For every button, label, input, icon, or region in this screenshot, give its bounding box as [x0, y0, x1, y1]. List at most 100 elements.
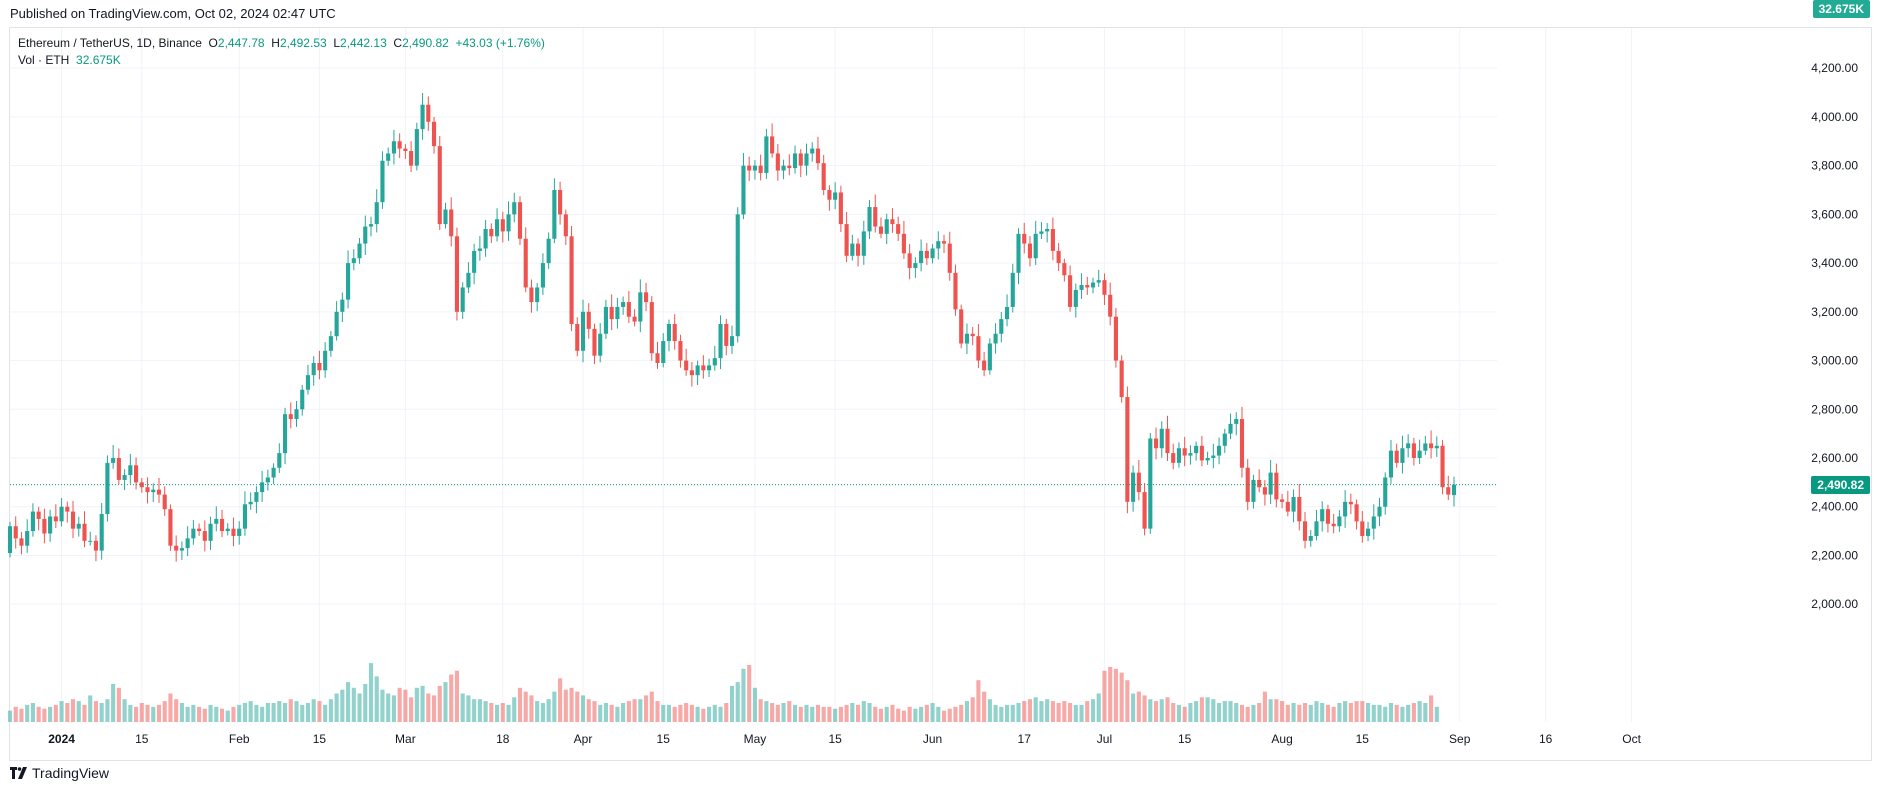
time-tick-label: 15 [828, 732, 842, 746]
volume-bar [386, 693, 391, 722]
candle-body [1010, 272, 1015, 307]
volume-bar [128, 704, 133, 722]
time-tick-label: 18 [496, 732, 510, 746]
candle-body [540, 263, 545, 288]
volume-bar [179, 703, 184, 722]
volume-bar [1142, 695, 1147, 722]
volume-bar [603, 703, 608, 722]
time-tick-label: 15 [313, 732, 327, 746]
volume-bar [134, 706, 139, 722]
candle-body [254, 492, 259, 502]
volume-bar [426, 693, 431, 722]
volume-bar [787, 701, 792, 722]
candle-body [420, 104, 425, 130]
volume-bar [1262, 691, 1267, 722]
volume-bar [1354, 701, 1359, 722]
candle-body [1108, 294, 1113, 317]
legend: Ethereum / TetherUS, 1D, Binance O2,447.… [18, 35, 545, 69]
volume-bar [804, 704, 809, 722]
candle-body [19, 538, 24, 546]
candle-body [993, 333, 998, 344]
time-tick-label: Jun [923, 732, 942, 746]
volume-bar [420, 685, 425, 722]
candle-body [219, 518, 225, 532]
candle-body [1285, 501, 1290, 512]
chart-frame[interactable] [9, 27, 1872, 761]
candle-body [162, 494, 167, 510]
volume-bar [48, 706, 53, 722]
volume-bar [982, 691, 987, 722]
volume-bar [1434, 706, 1439, 722]
candle-body [134, 465, 139, 483]
volume-bar [655, 701, 660, 722]
volume-bar [437, 685, 442, 722]
volume-bar [1194, 701, 1199, 722]
volume-bar [626, 701, 631, 722]
volume-bar [535, 701, 540, 722]
candle-body [386, 153, 391, 161]
volume-bar [1234, 703, 1239, 722]
volume-bar [1280, 701, 1285, 722]
price-tick-label: 3,200.00 [1811, 305, 1858, 319]
volume-bar [798, 706, 803, 722]
volume-bar [924, 704, 929, 722]
candle-body [919, 250, 924, 264]
volume-bar [472, 699, 477, 722]
volume-bar [959, 704, 964, 722]
volume-bar [1045, 699, 1050, 722]
volume-bar [1027, 699, 1033, 722]
tradingview-logo[interactable]: TradingView [10, 762, 109, 784]
candle-body [202, 531, 207, 541]
volume-bar [1211, 699, 1216, 722]
symbol-name[interactable]: Ethereum / TetherUS, 1D, Binance [18, 36, 202, 50]
volume-bar [1131, 693, 1136, 722]
volume-bar [890, 704, 895, 722]
time-tick-label: 2024 [48, 732, 75, 746]
volume-bar [70, 699, 76, 722]
candle-body [197, 528, 202, 532]
candle-body [1176, 448, 1182, 463]
volume-bar [552, 691, 557, 722]
candle-body [1165, 428, 1170, 454]
volume-bar [1394, 704, 1399, 722]
candle-body [443, 209, 448, 225]
candle-body [1131, 472, 1136, 502]
candle-body [36, 511, 41, 519]
volume-bar [580, 695, 586, 722]
candle-body [185, 538, 190, 549]
candle-body [334, 311, 339, 337]
time-tick-label: Apr [574, 732, 593, 746]
volume-bar [878, 708, 884, 722]
candle-body [13, 526, 18, 539]
volume-label[interactable]: Vol · ETH [18, 53, 70, 67]
candle-body [896, 224, 901, 234]
candle-body [764, 136, 769, 173]
candle-body [231, 528, 236, 536]
high-label: H [271, 36, 280, 50]
last-volume-tag: 32.675K [1812, 0, 1870, 18]
candle-body [575, 324, 580, 351]
volume-bar [82, 704, 87, 722]
volume-bar [288, 699, 293, 722]
candle-body [1383, 477, 1388, 507]
candle-body [964, 333, 969, 344]
candle-body [242, 504, 247, 529]
volume-bar [368, 663, 374, 722]
candle-body [346, 263, 351, 300]
volume-bar [712, 704, 717, 722]
candle-body [145, 487, 150, 493]
candle-body [592, 328, 597, 356]
volume-bar [231, 706, 236, 722]
volume-bar [701, 708, 706, 722]
volume-bar [850, 703, 855, 722]
volume-bar [546, 699, 551, 722]
volume-bar [1251, 704, 1256, 722]
low-value: 2,442.13 [340, 36, 387, 50]
volume-bar [483, 701, 488, 722]
candle-body [844, 224, 849, 256]
volume-bar [495, 704, 500, 722]
candle-body [128, 465, 133, 476]
candle-body [1446, 487, 1451, 495]
volume-bar [563, 689, 568, 722]
